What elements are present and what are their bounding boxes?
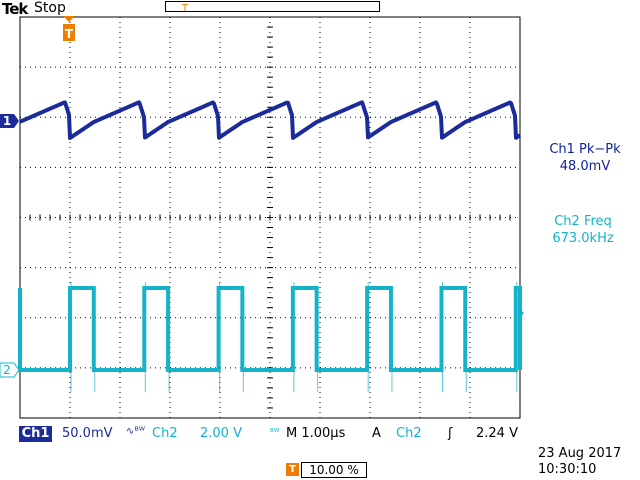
ch2-freq-value: 673.0kHz [552, 231, 614, 246]
ch1-marker-label: 1 [3, 114, 11, 128]
ch2-tag[interactable]: Ch2 [152, 426, 178, 441]
ch1-scale: 50.0mV [62, 426, 113, 441]
ch2-bandwidth-icon: ᴮᵂ [270, 428, 280, 438]
record-trigger-icon: T [180, 2, 190, 14]
run-state: Stop [34, 0, 66, 16]
trigger-source: Ch2 [396, 426, 422, 441]
time: 10:30:10 [538, 462, 597, 477]
ch1-coupling-icon: ∿ᴮᵂ [126, 426, 145, 437]
brand-logo: Tek [2, 0, 28, 18]
record-view-bar [165, 1, 380, 12]
trigger-position-value: 10.00 % [301, 462, 367, 478]
trigger-level-arrow[interactable] [518, 307, 524, 319]
date: 23 Aug 2017 [538, 446, 622, 461]
trigger-marker-label: T [65, 27, 74, 41]
timebase-scale: M 1.00µs [286, 426, 346, 441]
ch1-pkpk-label: Ch1 Pk−Pk [549, 142, 621, 157]
trigger-level: 2.24 V [476, 426, 518, 441]
trigger-position-icon: T [286, 463, 299, 476]
ch1-tag[interactable]: Ch1 [19, 426, 52, 442]
svg-text:T: T [181, 3, 189, 14]
graticule [19, 16, 521, 419]
ch1-trace [19, 100, 522, 140]
ch2-ground-marker[interactable]: 2 [0, 362, 20, 378]
trigger-slope-icon: ʃ [448, 426, 453, 441]
ch1-ground-marker[interactable]: 1 [0, 114, 19, 128]
ch2-scale: 2.00 V [200, 426, 242, 441]
ch1-pkpk-value: 48.0mV [560, 159, 611, 174]
ch2-trace [18, 286, 522, 372]
ch1-waveform [19, 100, 522, 140]
ch2-marker-label: 2 [3, 363, 11, 377]
ch2-freq-label: Ch2 Freq [554, 214, 612, 229]
ch2-waveform [18, 282, 522, 392]
trigger-position-marker[interactable]: T [63, 16, 75, 41]
trigger-mode: A [372, 426, 381, 441]
